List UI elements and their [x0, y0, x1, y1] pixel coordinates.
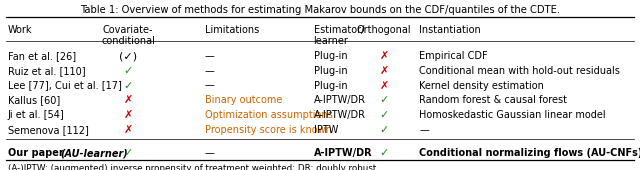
Text: —: —: [205, 148, 214, 158]
Text: A-IPTW/DR: A-IPTW/DR: [314, 110, 365, 120]
Text: ✓: ✓: [124, 81, 132, 91]
Text: ✓: ✓: [380, 125, 388, 135]
Text: —: —: [205, 81, 214, 91]
Text: A-IPTW/DR: A-IPTW/DR: [314, 148, 372, 158]
Text: Ruiz et al. [110]: Ruiz et al. [110]: [8, 66, 85, 76]
Text: ✓: ✓: [380, 148, 388, 158]
Text: ✗: ✗: [124, 125, 132, 135]
Text: Kallus [60]: Kallus [60]: [8, 95, 60, 105]
Text: Work: Work: [8, 25, 32, 35]
Text: (✓): (✓): [119, 51, 137, 61]
Text: Binary outcome: Binary outcome: [205, 95, 282, 105]
Text: ✗: ✗: [124, 110, 132, 120]
Text: Table 1: Overview of methods for estimating Makarov bounds on the CDF/quantiles : Table 1: Overview of methods for estimat…: [80, 5, 560, 15]
Text: Estimator/
learner: Estimator/ learner: [314, 25, 364, 46]
Text: Empirical CDF: Empirical CDF: [419, 51, 488, 61]
Text: ✗: ✗: [380, 66, 388, 76]
Text: (A-)IPTW: (augmented) inverse propensity of treatment weighted; DR: doubly robus: (A-)IPTW: (augmented) inverse propensity…: [8, 164, 376, 170]
Text: Our paper: Our paper: [8, 148, 67, 158]
Text: Lee [77], Cui et al. [17]: Lee [77], Cui et al. [17]: [8, 81, 122, 91]
Text: ✓: ✓: [124, 66, 132, 76]
Text: Plug-in: Plug-in: [314, 81, 348, 91]
Text: Random forest & causal forest: Random forest & causal forest: [419, 95, 567, 105]
Text: (AU-learner): (AU-learner): [60, 148, 128, 158]
Text: Propensity score is known: Propensity score is known: [205, 125, 332, 135]
Text: ✓: ✓: [124, 148, 132, 158]
Text: Instantiation: Instantiation: [419, 25, 481, 35]
Text: ✗: ✗: [380, 51, 388, 61]
Text: Semenova [112]: Semenova [112]: [8, 125, 88, 135]
Text: ✗: ✗: [380, 81, 388, 91]
Text: ✓: ✓: [380, 95, 388, 105]
Text: A-IPTW/DR: A-IPTW/DR: [314, 95, 365, 105]
Text: —: —: [205, 66, 214, 76]
Text: Fan et al. [26]: Fan et al. [26]: [8, 51, 76, 61]
Text: Orthogonal: Orthogonal: [356, 25, 412, 35]
Text: ✓: ✓: [380, 110, 388, 120]
Text: Kernel density estimation: Kernel density estimation: [419, 81, 544, 91]
Text: Conditional normalizing flows (AU-CNFs): Conditional normalizing flows (AU-CNFs): [419, 148, 640, 158]
Text: —: —: [205, 51, 214, 61]
Text: Limitations: Limitations: [205, 25, 259, 35]
Text: Optimization assumptions: Optimization assumptions: [205, 110, 333, 120]
Text: Ji et al. [54]: Ji et al. [54]: [8, 110, 65, 120]
Text: IPTW: IPTW: [314, 125, 338, 135]
Text: Plug-in: Plug-in: [314, 51, 348, 61]
Text: Plug-in: Plug-in: [314, 66, 348, 76]
Text: ✗: ✗: [124, 95, 132, 105]
Text: Covariate-
conditional: Covariate- conditional: [101, 25, 155, 46]
Text: Conditional mean with hold-out residuals: Conditional mean with hold-out residuals: [419, 66, 620, 76]
Text: —: —: [419, 125, 429, 135]
Text: Homoskedastic Gaussian linear model: Homoskedastic Gaussian linear model: [419, 110, 606, 120]
